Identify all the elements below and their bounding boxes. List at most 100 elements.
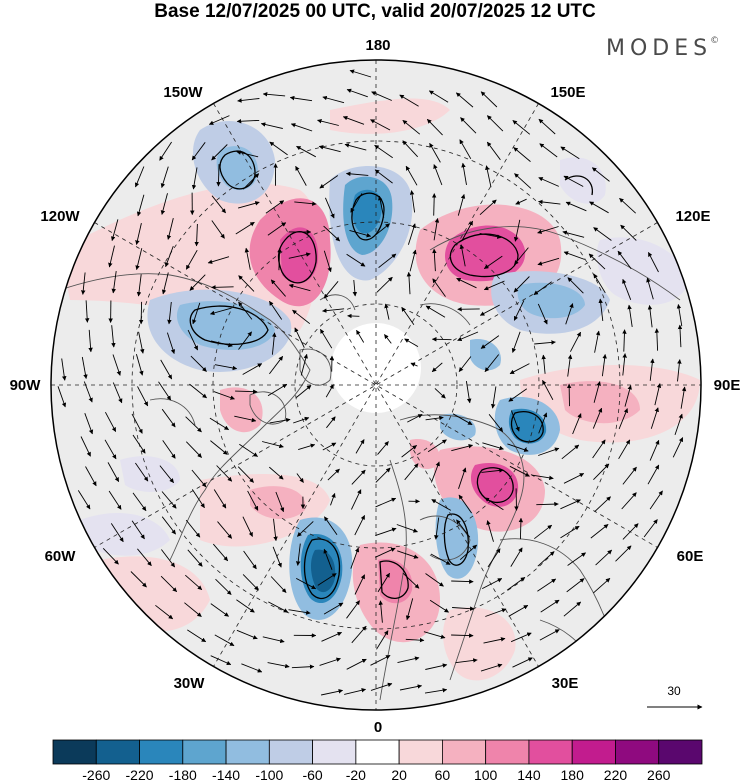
wind-vector	[592, 407, 603, 429]
wind-vector	[354, 514, 366, 536]
wind-vector	[595, 549, 613, 566]
colorbar-swatch	[52, 739, 97, 765]
wind-vector	[561, 444, 580, 460]
wind-vector	[185, 249, 198, 270]
lon-label-90e: 90E	[714, 377, 741, 394]
wind-vector	[617, 250, 632, 270]
wind-vector	[533, 281, 552, 296]
wind-vector	[425, 573, 444, 587]
colorbar-swatch	[225, 739, 270, 765]
wind-vector	[410, 362, 418, 367]
lon-label-90w: 90W	[10, 377, 42, 394]
wind-vector	[346, 88, 368, 98]
wind-vector	[423, 631, 446, 639]
wind-vector	[349, 69, 372, 78]
colorbar-tick-label: 60	[435, 767, 451, 783]
wind-vector	[487, 548, 501, 568]
wind-vector	[189, 383, 207, 399]
wind-vector	[136, 194, 145, 217]
wind-vector	[648, 251, 659, 273]
wind-vector	[509, 363, 530, 375]
wind-vector	[563, 473, 585, 484]
wind-vector	[622, 466, 637, 485]
wind-vector	[111, 325, 116, 348]
wind-vector	[399, 684, 423, 691]
wind-vector	[346, 600, 360, 619]
wind-vector	[298, 443, 316, 451]
colorbar-swatch	[398, 739, 443, 765]
wind-vector	[593, 273, 606, 294]
wind-vector	[481, 578, 503, 589]
wind-vector	[290, 123, 313, 132]
wind-vector	[130, 571, 147, 588]
wind-vector	[272, 546, 282, 568]
wind-vector	[327, 468, 340, 481]
wind-vector	[83, 381, 93, 403]
brand-name: MODES	[606, 36, 713, 61]
wind-vector	[135, 222, 142, 245]
wind-vector	[485, 608, 507, 617]
wind-vector	[211, 285, 234, 290]
wind-vector	[216, 465, 233, 482]
wind-vector	[350, 489, 362, 510]
wind-vector	[354, 574, 366, 595]
wind-vector	[540, 599, 560, 613]
wind-vector	[347, 313, 360, 319]
wind-vector	[210, 603, 229, 617]
wind-vector	[236, 118, 260, 124]
wind-vector	[456, 519, 471, 538]
wind-vector	[620, 224, 637, 241]
wind-vector	[330, 492, 336, 506]
colorbar-swatch	[182, 739, 227, 765]
wind-vector	[589, 201, 609, 214]
wind-vector	[518, 517, 524, 540]
wind-vector	[384, 303, 390, 320]
colorbar-tick-label: 100	[474, 767, 498, 783]
wind-vector	[247, 490, 259, 511]
wind-vector	[242, 574, 259, 591]
wind-vector	[342, 115, 365, 125]
wind-vector	[267, 662, 290, 669]
wind-vector	[237, 98, 260, 103]
wind-vector	[456, 277, 477, 289]
wind-vector	[135, 353, 144, 376]
colorbar-tick-label: 140	[517, 767, 541, 783]
wind-vector	[158, 381, 172, 401]
wind-vector	[484, 497, 504, 511]
wind-vector	[615, 545, 632, 562]
wind-vector	[57, 386, 67, 408]
wind-vector	[538, 447, 560, 456]
wind-vector	[537, 226, 559, 234]
wind-vector	[407, 414, 423, 423]
wind-vector	[162, 440, 176, 459]
wind-vector	[325, 384, 334, 398]
wind-vector	[622, 278, 632, 300]
wind-vector	[131, 413, 143, 434]
wind-vector	[293, 416, 310, 424]
wind-vector	[112, 354, 121, 376]
wind-vector	[649, 439, 660, 461]
wind-vector	[108, 490, 122, 510]
wind-vector	[236, 629, 258, 640]
wind-vector	[650, 407, 659, 429]
wind-vector	[483, 255, 503, 269]
wind-vector	[486, 115, 504, 132]
wind-vector	[592, 439, 606, 459]
wind-vector	[514, 247, 529, 265]
wind-vector	[483, 280, 505, 291]
wind-vector	[208, 115, 230, 125]
wind-vector	[461, 162, 467, 185]
colorbar-tick-label: -260	[82, 767, 110, 783]
wind-vector	[161, 272, 169, 295]
wind-vector	[292, 309, 311, 325]
wind-vector	[480, 91, 498, 108]
wind-vector	[513, 300, 525, 321]
wind-vector	[431, 499, 452, 511]
wind-vector	[210, 655, 232, 666]
wind-vector	[512, 657, 533, 668]
wind-vector	[451, 633, 474, 638]
wind-vector	[159, 141, 172, 161]
colorbar-swatch	[571, 739, 616, 765]
wind-vector	[300, 353, 308, 376]
wind-vector	[378, 195, 385, 218]
